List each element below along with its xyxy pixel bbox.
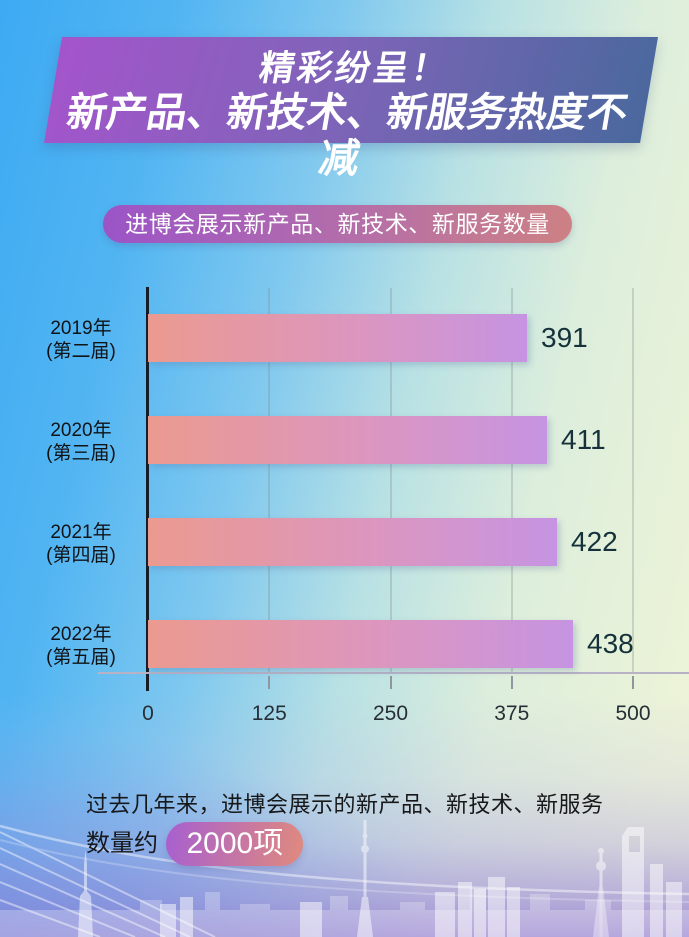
category-label: 2020年 (第三届) xyxy=(26,419,136,465)
bar xyxy=(148,518,557,566)
y-axis-line xyxy=(146,287,149,691)
x-axis-line xyxy=(98,672,689,674)
x-axis-tickmark xyxy=(389,676,392,689)
value-label: 391 xyxy=(541,322,588,353)
x-tick-label: 0 xyxy=(142,702,154,725)
category-year: 2020年 xyxy=(50,420,112,441)
x-tick-label: 375 xyxy=(494,702,530,725)
category-session: (第三届) xyxy=(46,443,116,464)
value-label: 422 xyxy=(571,526,618,557)
x-tick-label: 250 xyxy=(372,702,409,725)
x-axis-tickmark xyxy=(268,676,271,689)
gridline xyxy=(268,288,271,672)
bar-row-2021: 2021年 (第四届) 422 xyxy=(0,518,689,566)
bar xyxy=(148,620,573,668)
category-year: 2019年 xyxy=(50,318,112,339)
category-session: (第四届) xyxy=(46,545,116,566)
gridline xyxy=(510,288,513,672)
gridline xyxy=(632,288,634,672)
footer-highlight-pill: 2000项 xyxy=(166,822,304,866)
gridline xyxy=(389,288,392,672)
bar xyxy=(148,314,527,362)
chart-subtitle-badge: 进博会展示新产品、新技术、新服务数量 xyxy=(103,205,572,243)
x-tick-label: 500 xyxy=(615,702,651,725)
category-session: (第二届) xyxy=(46,341,116,362)
value-label: 438 xyxy=(587,628,634,659)
category-year: 2021年 xyxy=(50,522,112,543)
category-label: 2022年 (第五届) xyxy=(26,623,136,669)
footer-text-line1: 过去几年来，进博会展示的新产品、新技术、新服务 xyxy=(86,792,604,817)
category-label: 2019年 (第二届) xyxy=(26,317,136,363)
bar-row-2022: 2022年 (第五届) 438 xyxy=(0,620,689,668)
footer-text-line2: 数量约 2000项 xyxy=(86,822,304,866)
footer-prefix: 数量约 xyxy=(86,830,158,857)
bar xyxy=(148,416,547,464)
x-axis-tickmark xyxy=(632,676,634,689)
x-axis-ticks: 0 125 250 375 500 xyxy=(0,702,689,726)
category-session: (第五届) xyxy=(46,647,116,668)
category-year: 2022年 xyxy=(50,624,112,645)
value-label: 411 xyxy=(561,424,606,455)
bar-row-2019: 2019年 (第二届) 391 xyxy=(0,314,689,362)
bar-row-2020: 2020年 (第三届) 411 xyxy=(0,416,689,464)
city-skyline-silhouette xyxy=(0,820,689,937)
x-axis-tickmark xyxy=(510,676,513,689)
category-label: 2021年 (第四届) xyxy=(26,521,136,567)
x-tick-label: 125 xyxy=(251,702,287,725)
